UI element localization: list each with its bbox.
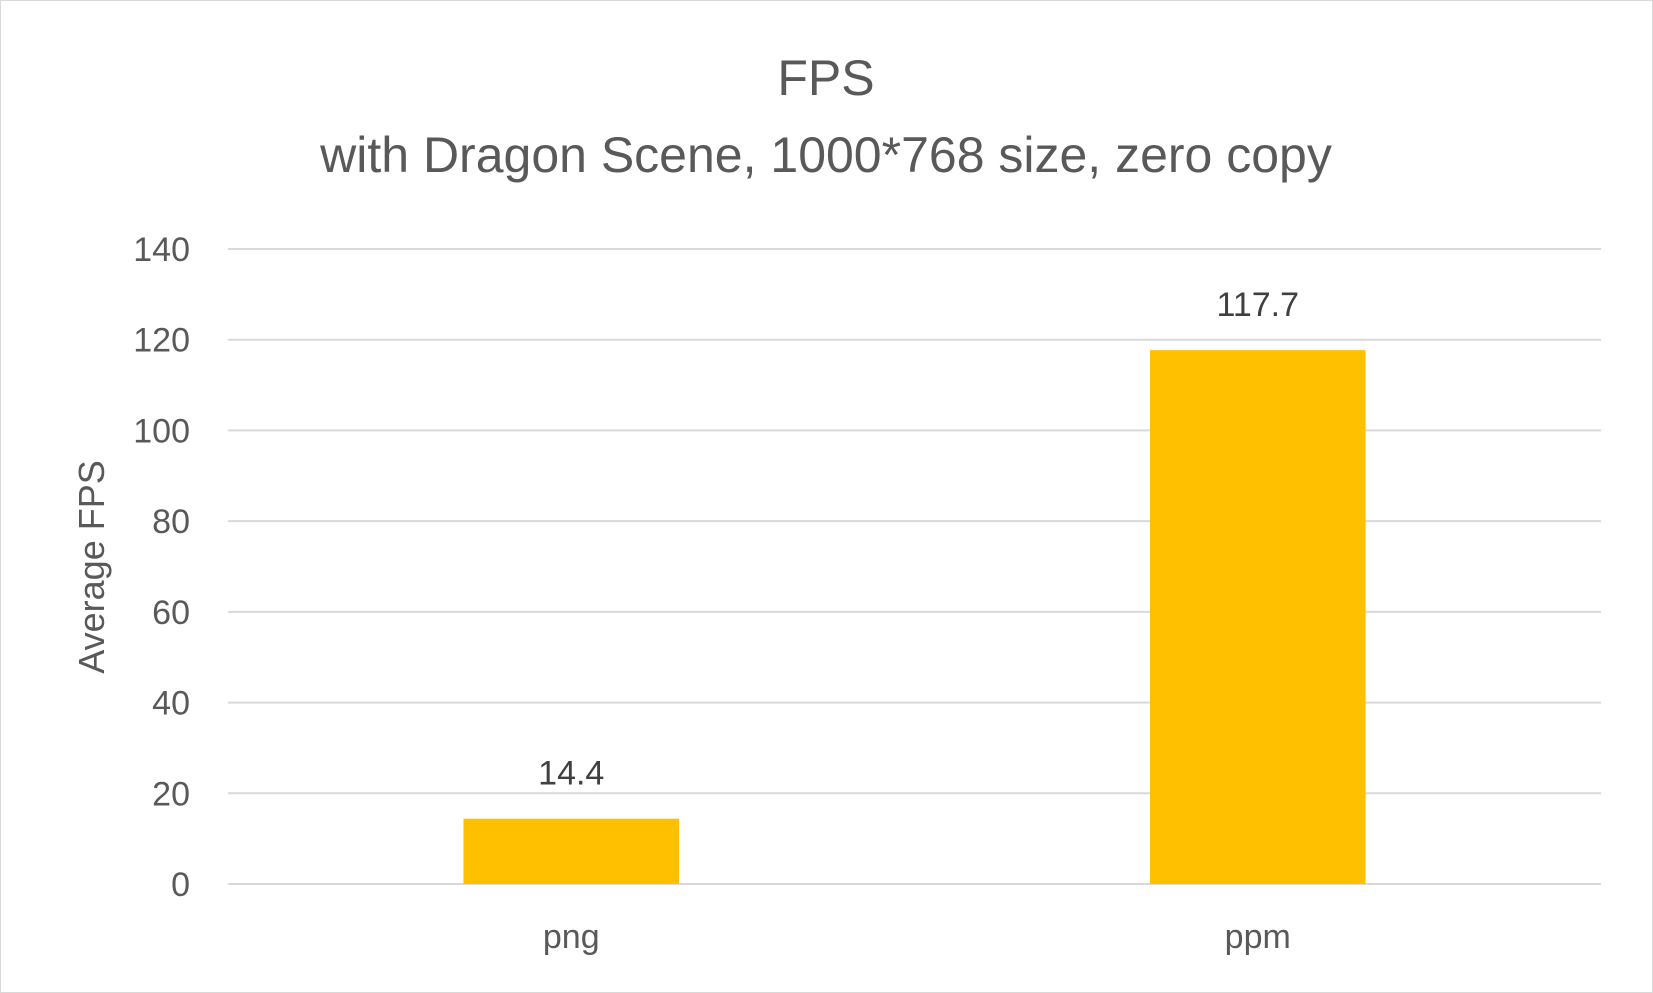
y-axis-ticks: 0 20 40 60 80 100 120 140 — [133, 231, 190, 904]
x-axis-ticks: png ppm — [543, 918, 1291, 956]
data-labels: 14.4 117.7 — [538, 286, 1299, 793]
y-tick-label: 20 — [152, 775, 190, 813]
y-tick-label: 0 — [171, 866, 190, 904]
y-axis-title: Average FPS — [71, 460, 112, 673]
y-tick-label: 100 — [133, 412, 190, 450]
x-tick-label-ppm: ppm — [1225, 918, 1291, 956]
bar-png — [463, 818, 680, 884]
gridlines — [228, 248, 1601, 885]
y-tick-label: 80 — [152, 503, 190, 541]
y-tick-label: 60 — [152, 594, 190, 632]
bars — [463, 350, 1366, 884]
chart-subtitle: with Dragon Scene, 1000*768 size, zero c… — [319, 127, 1332, 183]
data-label-ppm: 117.7 — [1216, 286, 1299, 324]
data-label-png: 14.4 — [538, 755, 604, 793]
y-tick-label: 140 — [133, 231, 190, 269]
y-tick-label: 40 — [152, 685, 190, 723]
y-tick-label: 120 — [133, 322, 190, 360]
x-tick-label-png: png — [543, 918, 600, 956]
bar-ppm — [1149, 350, 1366, 884]
chart-title: FPS — [777, 50, 874, 106]
